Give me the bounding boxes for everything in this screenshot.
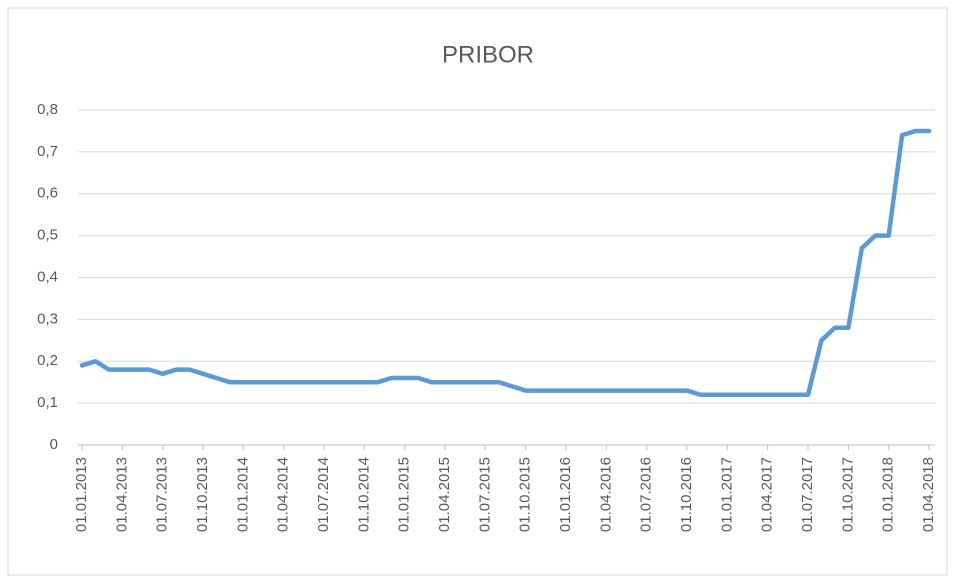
x-tick-label: 01.10.2013 <box>194 457 211 532</box>
x-tick-label: 01.04.2016 <box>597 457 614 532</box>
y-tick-label: 0,1 <box>37 394 58 411</box>
x-tick-label: 01.01.2015 <box>396 457 413 532</box>
x-tick-label: 01.07.2013 <box>154 457 171 532</box>
data-line <box>79 128 932 397</box>
y-tick-label: 0,8 <box>37 101 58 118</box>
x-tick-label: 01.04.2014 <box>275 457 292 532</box>
x-tick-label: 01.01.2017 <box>718 457 735 532</box>
x-tick-label: 01.10.2015 <box>517 457 534 532</box>
y-tick-label: 0,4 <box>37 268 58 285</box>
y-tick-label: 0,6 <box>37 185 58 202</box>
x-tick-label: 01.07.2014 <box>315 457 332 532</box>
x-tick-label: 01.07.2016 <box>638 457 655 532</box>
x-tick-label: 01.10.2014 <box>355 457 372 532</box>
x-tick-label: 01.04.2015 <box>436 457 453 532</box>
y-tick-label: 0 <box>50 436 58 453</box>
y-tick-label: 0,5 <box>37 227 58 244</box>
x-tick-label: 01.01.2013 <box>73 457 90 532</box>
x-tick-label: 01.04.2017 <box>759 457 776 532</box>
x-tick-label: 01.07.2015 <box>476 457 493 532</box>
x-tick-label: 01.04.2013 <box>113 457 130 532</box>
x-tick-label: 01.01.2014 <box>234 457 251 532</box>
x-tick-label: 01.10.2016 <box>678 457 695 532</box>
y-tick-label: 0,2 <box>37 352 58 369</box>
y-tick-label: 0,3 <box>37 310 58 327</box>
x-tick-label: 01.01.2018 <box>880 457 897 532</box>
x-tick-label: 01.04.2018 <box>920 457 937 532</box>
chart-title: PRIBOR <box>442 41 534 68</box>
x-tick-label: 01.07.2017 <box>799 457 816 532</box>
chart-frame <box>7 7 948 576</box>
y-tick-label: 0,7 <box>37 143 58 160</box>
x-tick-label: 01.01.2016 <box>557 457 574 532</box>
x-tick-label: 01.10.2017 <box>839 457 856 532</box>
